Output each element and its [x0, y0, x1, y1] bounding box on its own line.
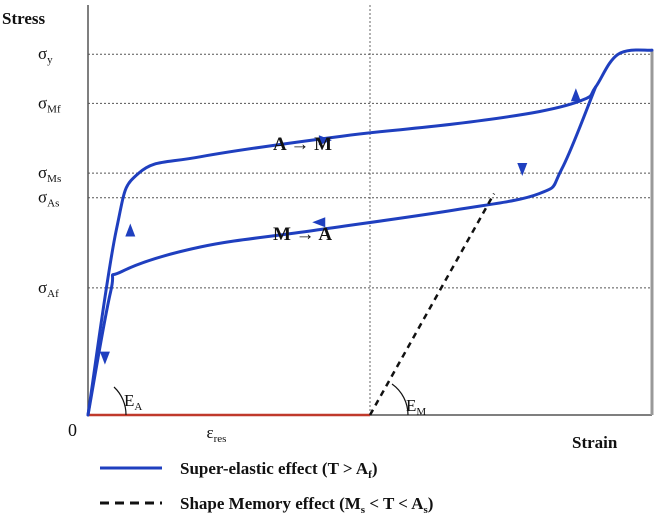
a-to-m-label: A → M — [273, 134, 332, 155]
sigma-ms-label: σMs — [38, 163, 61, 185]
ea-angle-arc — [113, 386, 127, 416]
ea-label: EA — [124, 391, 142, 413]
epsilon-res-label: εres — [206, 423, 226, 445]
loading-branch — [86, 48, 654, 417]
sigma-af-label: σAf — [38, 278, 59, 300]
arrow-unloading-1 — [517, 163, 528, 176]
y-axis-title: Stress — [2, 9, 46, 28]
legend-shape-memory-label: Shape Memory effect (Ms < T < As) — [180, 494, 433, 516]
legend-super-elastic-label: Super-elastic effect (T > Af) — [180, 459, 377, 481]
sigma-y-label: σy — [38, 44, 53, 66]
x-axis-title: Strain — [572, 433, 618, 452]
arrow-plateau-down — [312, 217, 326, 228]
arrow-plateau-up — [318, 135, 332, 146]
em-angle-arc — [391, 383, 409, 416]
arrow-loading-3 — [570, 88, 581, 102]
sigma-mf-label: σMf — [38, 93, 61, 115]
m-to-a-label: M → A — [273, 224, 332, 245]
unloading-branch — [86, 85, 598, 417]
em-label: EM — [406, 396, 426, 418]
arrow-loading-2 — [125, 223, 136, 237]
shape-memory-line — [368, 192, 496, 416]
arrow-loading-1 — [99, 351, 110, 365]
sigma-as-label: σAs — [38, 188, 59, 210]
origin-label: 0 — [68, 420, 77, 440]
